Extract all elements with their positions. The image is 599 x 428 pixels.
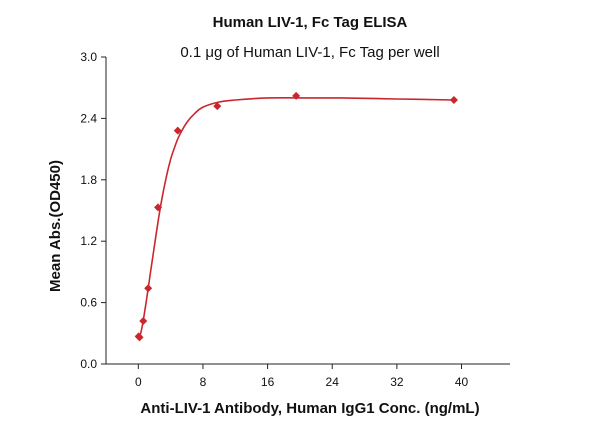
- x-tick-label: 24: [326, 375, 340, 389]
- y-tick-label: 3.0: [80, 50, 97, 64]
- x-axis-label: Anti-LIV-1 Antibody, Human IgG1 Conc. (n…: [140, 400, 479, 417]
- y-axis-ticks: 0.0 0.6 1.2 1.8 2.4 3.0: [80, 50, 106, 371]
- data-point: [139, 317, 148, 326]
- chart-subtitle: 0.1 μg of Human LIV-1, Fc Tag per well: [180, 44, 439, 61]
- data-point: [144, 284, 153, 293]
- data-point: [135, 333, 144, 342]
- chart-title: Human LIV-1, Fc Tag ELISA: [213, 14, 408, 31]
- data-point: [292, 91, 301, 100]
- y-tick-label: 1.2: [80, 234, 97, 248]
- y-axis-label: Mean Abs.(OD450): [47, 160, 64, 292]
- y-tick-label: 1.8: [80, 173, 97, 187]
- x-tick-label: 40: [455, 375, 469, 389]
- y-tick-label: 0.6: [80, 296, 97, 310]
- data-point: [449, 95, 458, 104]
- fit-curve-group: [137, 96, 454, 339]
- data-point: [154, 203, 163, 212]
- chart-axes: [105, 57, 510, 365]
- fit-curve: [137, 96, 454, 339]
- data-point: [173, 126, 182, 135]
- data-points: [134, 91, 458, 342]
- y-tick-label: 0.0: [80, 357, 97, 371]
- x-tick-label: 16: [261, 375, 275, 389]
- x-tick-label: 32: [390, 375, 404, 389]
- y-tick-label: 2.4: [80, 111, 97, 125]
- x-tick-label: 8: [200, 375, 207, 389]
- data-point: [213, 102, 222, 111]
- x-tick-label: 0: [135, 375, 142, 389]
- x-axis-ticks: 0 8 16 24 32 40: [135, 364, 469, 389]
